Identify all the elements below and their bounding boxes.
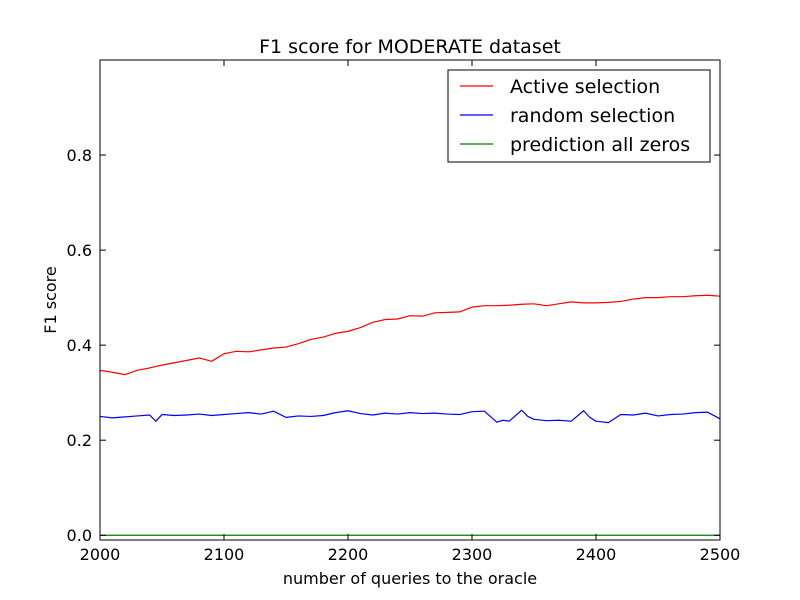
legend-label-1: random selection: [510, 105, 675, 127]
x-tick-label: 2300: [452, 545, 493, 564]
legend-label-0: Active selection: [510, 76, 660, 98]
x-tick-label: 2500: [700, 545, 741, 564]
x-tick-label: 2200: [328, 545, 369, 564]
legend-label-2: prediction all zeros: [510, 134, 690, 156]
y-tick-label: 0.4: [67, 336, 92, 355]
legend-box: [447, 69, 711, 163]
y-tick-label: 0.0: [67, 526, 92, 545]
y-tick-label: 0.8: [67, 146, 92, 165]
series-line-0: [100, 294, 720, 376]
x-axis-label: number of queries to the oracle: [283, 569, 537, 588]
legend: Active selection random selection predicti…: [447, 69, 711, 163]
x-tick-label: 2100: [204, 545, 245, 564]
y-tick-label: 0.2: [67, 431, 92, 450]
x-tick-label: 2000: [80, 545, 121, 564]
y-tick-label: 0.6: [67, 241, 92, 260]
series-line-1: [100, 409, 720, 424]
x-tick-label: 2400: [576, 545, 617, 564]
plot-area: [100, 294, 720, 536]
y-axis-label: F1 score: [41, 266, 60, 333]
axes: 2000 2100 2200 2300 2400 2500 0.0 0.2 0.4 0.6 0.8: [67, 59, 741, 564]
plot-frame: [99, 59, 721, 541]
chart-title: F1 score for MODERATE dataset: [259, 36, 561, 58]
